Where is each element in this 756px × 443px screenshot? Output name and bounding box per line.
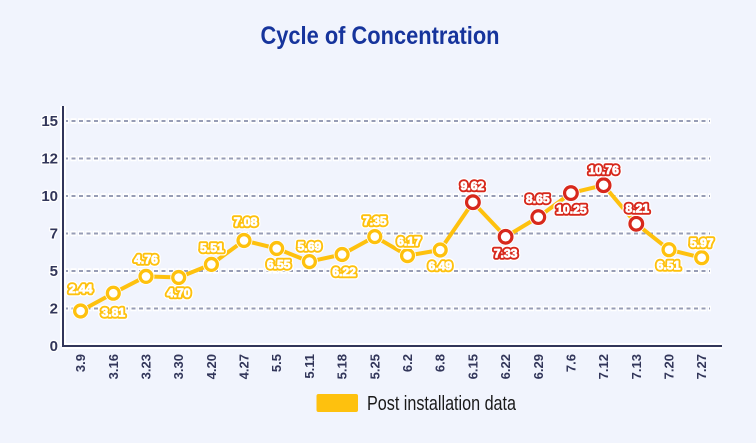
svg-text:4.70: 4.70 [167,286,191,300]
svg-text:10.25: 10.25 [556,203,587,217]
svg-text:3.16: 3.16 [106,354,121,379]
svg-text:4.76: 4.76 [134,253,158,267]
svg-text:6.22: 6.22 [332,265,356,279]
svg-text:7: 7 [50,226,58,243]
svg-text:7.08: 7.08 [234,215,258,229]
svg-text:5: 5 [50,263,58,280]
svg-text:7.33: 7.33 [494,247,518,261]
svg-text:8.65: 8.65 [526,192,550,206]
svg-text:7.35: 7.35 [363,214,387,228]
svg-text:4.70: 4.70 [167,286,191,300]
svg-text:6.22: 6.22 [498,354,513,379]
svg-text:6.22: 6.22 [332,265,356,279]
svg-text:Cycle of Concentration: Cycle of Concentration [261,22,500,50]
svg-text:5.11: 5.11 [302,354,317,379]
svg-text:6.51: 6.51 [657,259,681,273]
svg-text:7.35: 7.35 [363,214,387,228]
svg-text:4.70: 4.70 [167,286,191,300]
svg-text:4.76: 4.76 [134,253,158,267]
svg-text:5.51: 5.51 [200,241,224,255]
svg-text:5.51: 5.51 [200,241,224,255]
svg-text:7.35: 7.35 [363,214,387,228]
svg-text:7.08: 7.08 [234,215,258,229]
svg-text:7.20: 7.20 [662,354,677,379]
svg-text:4.76: 4.76 [134,253,158,267]
svg-text:3.23: 3.23 [138,354,153,379]
svg-text:6.15: 6.15 [465,354,480,379]
svg-text:6.8: 6.8 [433,354,448,372]
svg-text:8.65: 8.65 [526,192,550,206]
svg-text:6.51: 6.51 [657,259,681,273]
svg-text:8.65: 8.65 [526,192,550,206]
svg-text:10.76: 10.76 [588,163,619,177]
svg-text:5.97: 5.97 [690,236,714,250]
svg-text:10: 10 [41,188,58,205]
svg-text:6.49: 6.49 [428,259,452,273]
svg-text:9.62: 9.62 [461,179,485,193]
svg-text:5.69: 5.69 [298,239,322,253]
svg-text:5.69: 5.69 [298,239,322,253]
svg-text:5.18: 5.18 [335,354,350,379]
svg-text:Post installation data: Post installation data [367,393,517,415]
svg-text:10.76: 10.76 [588,163,619,177]
svg-text:3.81: 3.81 [101,305,125,319]
svg-text:2: 2 [50,301,58,318]
svg-text:5.69: 5.69 [298,239,322,253]
svg-text:2.44: 2.44 [69,282,93,296]
svg-text:7.08: 7.08 [234,215,258,229]
svg-text:5.5: 5.5 [269,354,284,372]
svg-text:6.17: 6.17 [397,235,421,249]
svg-text:5.25: 5.25 [367,354,382,379]
svg-text:7.12: 7.12 [596,354,611,379]
svg-text:9.62: 9.62 [461,179,485,193]
svg-text:0: 0 [50,338,58,355]
svg-text:7.13: 7.13 [629,354,644,379]
svg-text:8.21: 8.21 [625,202,649,216]
svg-text:2.44: 2.44 [69,282,93,296]
svg-text:5.97: 5.97 [690,236,714,250]
svg-text:10.25: 10.25 [556,203,587,217]
svg-text:6.51: 6.51 [657,259,681,273]
svg-text:3.81: 3.81 [101,305,125,319]
svg-text:7.33: 7.33 [494,247,518,261]
svg-text:4.20: 4.20 [204,354,219,379]
svg-text:8.21: 8.21 [625,202,649,216]
svg-text:7.27: 7.27 [694,354,709,379]
svg-text:3.9: 3.9 [73,354,88,372]
svg-text:7.33: 7.33 [494,247,518,261]
svg-text:6.49: 6.49 [428,259,452,273]
svg-text:6.55: 6.55 [267,258,291,272]
svg-text:3.81: 3.81 [101,305,125,319]
svg-text:7.6: 7.6 [563,354,578,372]
svg-text:6.29: 6.29 [531,354,546,379]
svg-text:10.76: 10.76 [588,163,619,177]
svg-text:5.97: 5.97 [690,236,714,250]
svg-text:5.51: 5.51 [200,241,224,255]
svg-text:3.30: 3.30 [171,354,186,379]
svg-text:6.17: 6.17 [397,235,421,249]
svg-text:9.62: 9.62 [461,179,485,193]
svg-text:10.25: 10.25 [556,203,587,217]
svg-text:12: 12 [41,151,58,168]
svg-text:15: 15 [41,113,58,130]
svg-text:6.55: 6.55 [267,258,291,272]
svg-text:6.17: 6.17 [397,235,421,249]
svg-text:4.27: 4.27 [237,354,252,379]
svg-text:6.2: 6.2 [400,354,415,372]
svg-text:6.22: 6.22 [332,265,356,279]
svg-text:6.49: 6.49 [428,259,452,273]
svg-text:6.55: 6.55 [267,258,291,272]
svg-text:8.21: 8.21 [625,202,649,216]
svg-text:2.44: 2.44 [69,282,93,296]
